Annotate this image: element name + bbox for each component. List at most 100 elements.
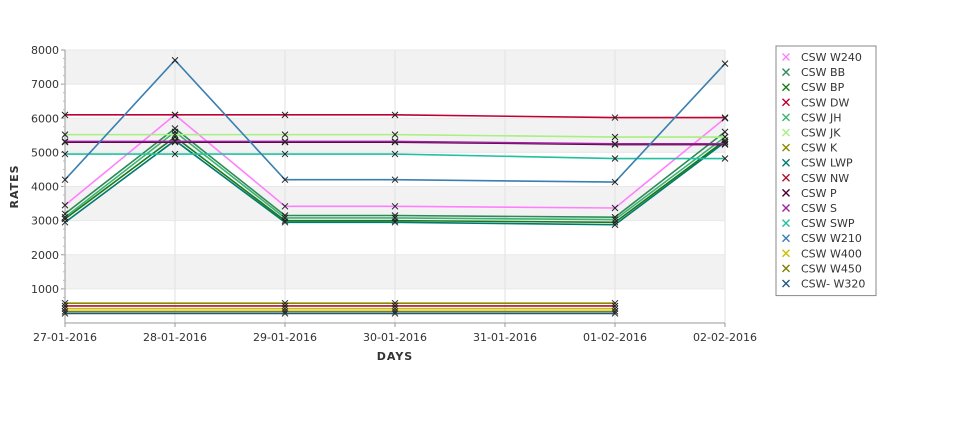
data-point-marker	[391, 138, 399, 145]
legend-item[interactable]: CSW W240	[782, 51, 862, 64]
legend-item[interactable]: CSW S	[782, 202, 838, 215]
data-point-marker	[721, 155, 729, 162]
data-point-marker	[611, 310, 619, 317]
data-point-marker	[611, 114, 619, 121]
series-lines	[61, 56, 729, 317]
y-tick-label: 2000	[31, 249, 59, 262]
legend-label: CSW P	[801, 187, 837, 200]
legend-item[interactable]: CSW W450	[782, 262, 862, 275]
data-point-marker	[281, 202, 289, 210]
series-line	[64, 59, 726, 183]
legend-item[interactable]: CSW JH	[782, 111, 842, 124]
data-point-marker	[281, 310, 289, 317]
data-point-marker	[171, 138, 179, 145]
data-point-marker	[391, 111, 399, 119]
legend-marker-icon	[782, 204, 790, 212]
data-point-marker	[171, 111, 179, 119]
series-group	[61, 111, 729, 212]
y-tick-label: 3000	[31, 215, 59, 228]
legend-label: CSW- W320	[801, 278, 865, 291]
data-point-marker	[61, 138, 69, 145]
data-point-marker	[611, 216, 619, 223]
legend-marker-icon	[782, 83, 790, 92]
x-axis-title: DAYS	[377, 350, 413, 363]
legend-label: CSW NW	[801, 172, 849, 185]
y-axis-title: RATES	[8, 164, 21, 208]
data-point-marker	[721, 140, 729, 148]
data-point-marker	[281, 111, 289, 119]
series-line	[64, 130, 726, 221]
data-point-marker	[171, 56, 179, 64]
x-tick-label: 31-01-2016	[473, 331, 537, 344]
data-point-marker	[391, 310, 399, 317]
data-point-marker	[281, 218, 289, 226]
legend-label: CSW BB	[801, 66, 845, 79]
legend-marker-icon	[782, 188, 790, 197]
data-point-marker	[721, 114, 729, 121]
legend-item[interactable]: CSW P	[782, 187, 838, 200]
legend-label: CSW W400	[801, 247, 862, 260]
data-point-marker	[281, 131, 289, 138]
series-line	[64, 113, 726, 209]
data-point-marker	[61, 150, 69, 158]
legend-item[interactable]: CSW LWP	[782, 157, 854, 170]
series-group	[61, 310, 619, 317]
series-line	[65, 133, 725, 138]
data-point-marker	[611, 155, 619, 162]
x-tick-label: 01-02-2016	[583, 331, 647, 344]
series-line	[64, 136, 726, 224]
legend-marker-icon	[782, 113, 790, 122]
legend-marker-icon	[782, 264, 790, 273]
legend-item[interactable]: CSW BB	[782, 66, 846, 79]
legend-marker-icon	[782, 219, 790, 228]
legend-item[interactable]: CSW DW	[782, 96, 850, 109]
legend-item[interactable]: CSW BP	[782, 81, 845, 94]
series-line	[65, 153, 725, 160]
y-tick-label: 5000	[31, 146, 59, 159]
data-point-marker	[611, 204, 619, 212]
legend-label: CSW W450	[801, 262, 862, 275]
legend-label: CSW JH	[801, 111, 842, 124]
legend-item[interactable]: CSW JK	[782, 127, 842, 140]
legend-item[interactable]: CSW SWP	[782, 217, 855, 230]
data-point-marker	[391, 218, 399, 226]
data-point-marker	[611, 178, 619, 186]
y-tick-label: 7000	[31, 78, 59, 91]
data-point-marker	[611, 133, 619, 141]
series-line	[65, 114, 725, 119]
data-point-marker	[61, 201, 69, 209]
legend-item[interactable]: CSW K	[782, 142, 839, 155]
x-tick-label: 27-01-2016	[33, 331, 97, 344]
legend-label: CSW W240	[801, 51, 862, 64]
y-tick-label: 6000	[31, 112, 59, 125]
legend-item[interactable]: CSW NW	[782, 172, 850, 185]
data-point-marker	[171, 150, 179, 158]
legend-marker-icon	[782, 143, 790, 152]
legend-label: CSW SWP	[801, 217, 855, 230]
legend-label: CSW K	[801, 142, 838, 155]
series-line	[65, 140, 725, 145]
x-tick-label: 29-01-2016	[253, 331, 317, 344]
series-group	[61, 56, 729, 186]
legend-item[interactable]: CSW W400	[782, 247, 862, 260]
data-point-marker	[171, 131, 179, 138]
x-tick-label: 30-01-2016	[363, 331, 427, 344]
x-tick-labels: 27-01-2016 28-01-2016 29-01-2016 30-01-2016…	[33, 323, 757, 344]
legend-marker-icon	[782, 98, 790, 107]
data-point-marker	[61, 218, 69, 226]
data-point-marker	[721, 128, 729, 136]
legend-label: CSW JK	[801, 127, 841, 140]
legend-item[interactable]: CSW W210	[782, 232, 862, 245]
data-point-marker	[611, 221, 619, 229]
x-tick-label: 02-02-2016	[693, 331, 757, 344]
legend-item[interactable]: CSW- W320	[782, 278, 866, 291]
series-group	[61, 150, 729, 162]
data-point-marker	[391, 150, 399, 158]
legend-marker-icon	[782, 158, 790, 167]
series-group	[61, 138, 729, 148]
legend[interactable]: CSW W240 CSW BB CSW BP CSW DW CSW JH CSW JK CS…	[775, 45, 877, 297]
legend-label: CSW BP	[801, 81, 845, 94]
legend-marker-icon	[782, 173, 790, 182]
legend-marker-icon	[782, 53, 790, 61]
